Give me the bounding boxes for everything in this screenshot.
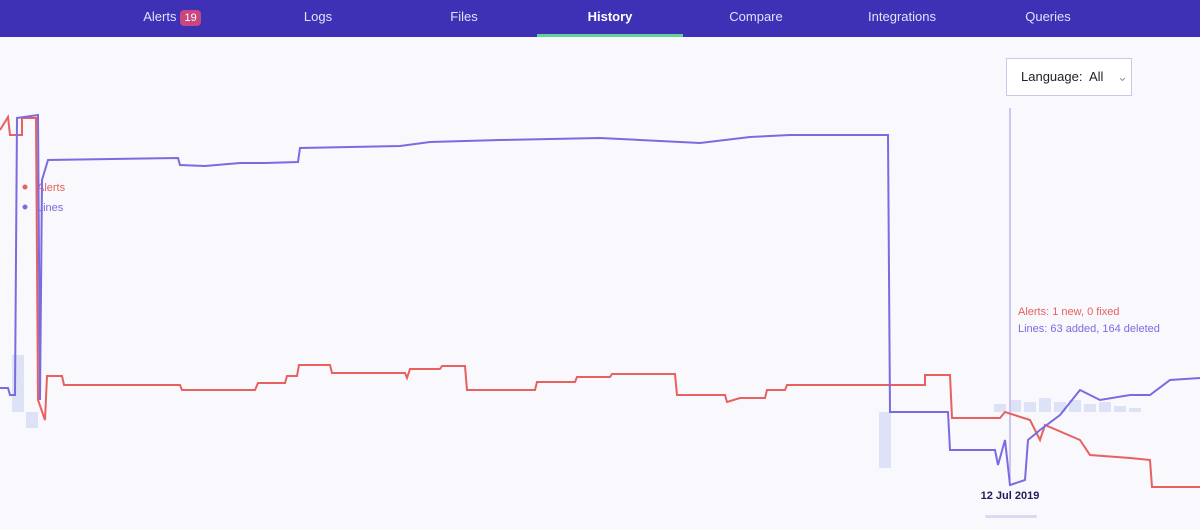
change-bar [1054, 402, 1066, 412]
legend-label: Lines [37, 202, 64, 214]
legend-dot [22, 184, 28, 190]
language-filter[interactable]: Language: All ⌄ [1006, 58, 1132, 96]
change-bar [1024, 402, 1036, 412]
nav-item[interactable]: Compare [683, 0, 829, 37]
nav-label: Logs [303, 9, 333, 24]
nav-bar: Alerts 19 Logs Files History Compare Integrati… [0, 0, 1200, 37]
nav-item[interactable]: Files [391, 0, 537, 37]
change-bar [1099, 402, 1111, 412]
filter-value: All [1088, 69, 1104, 84]
change-bar [879, 412, 891, 468]
nav-item[interactable]: Logs [245, 0, 391, 37]
series-line [0, 113, 1200, 488]
change-bar [1129, 408, 1141, 412]
filter-label: Language: [1021, 69, 1083, 84]
nav-item[interactable]: Integrations [829, 0, 975, 37]
nav-label: Queries [1025, 9, 1071, 24]
nav-label: Compare [729, 9, 783, 24]
nav-label: Integrations [868, 9, 936, 24]
nav-label: Alerts [143, 9, 177, 24]
nav-item[interactable]: Queries [975, 0, 1121, 37]
change-bar [994, 404, 1006, 412]
hover-date: 12 Jul 2019 [981, 490, 1040, 502]
nav-label: Files [450, 9, 478, 24]
series-line [0, 113, 1200, 487]
nav-label: History [587, 9, 633, 24]
change-bar [12, 355, 24, 412]
change-bar [1009, 400, 1021, 412]
change-bar [1039, 398, 1051, 412]
annotation: Lines: 63 added, 164 deleted [1018, 323, 1160, 335]
change-bar [1084, 404, 1096, 412]
annotation: Alerts: 1 new, 0 fixed [1018, 306, 1120, 318]
legend-label: Alerts [37, 182, 66, 194]
change-bar [1069, 400, 1081, 412]
change-bar [1114, 406, 1126, 412]
legend-dot [22, 204, 28, 210]
change-bar [26, 412, 38, 428]
badge: 19 [180, 10, 201, 26]
nav-item[interactable]: History [537, 0, 683, 37]
nav-item[interactable]: Alerts 19 [99, 0, 245, 37]
scroll-indicator [985, 515, 1037, 518]
